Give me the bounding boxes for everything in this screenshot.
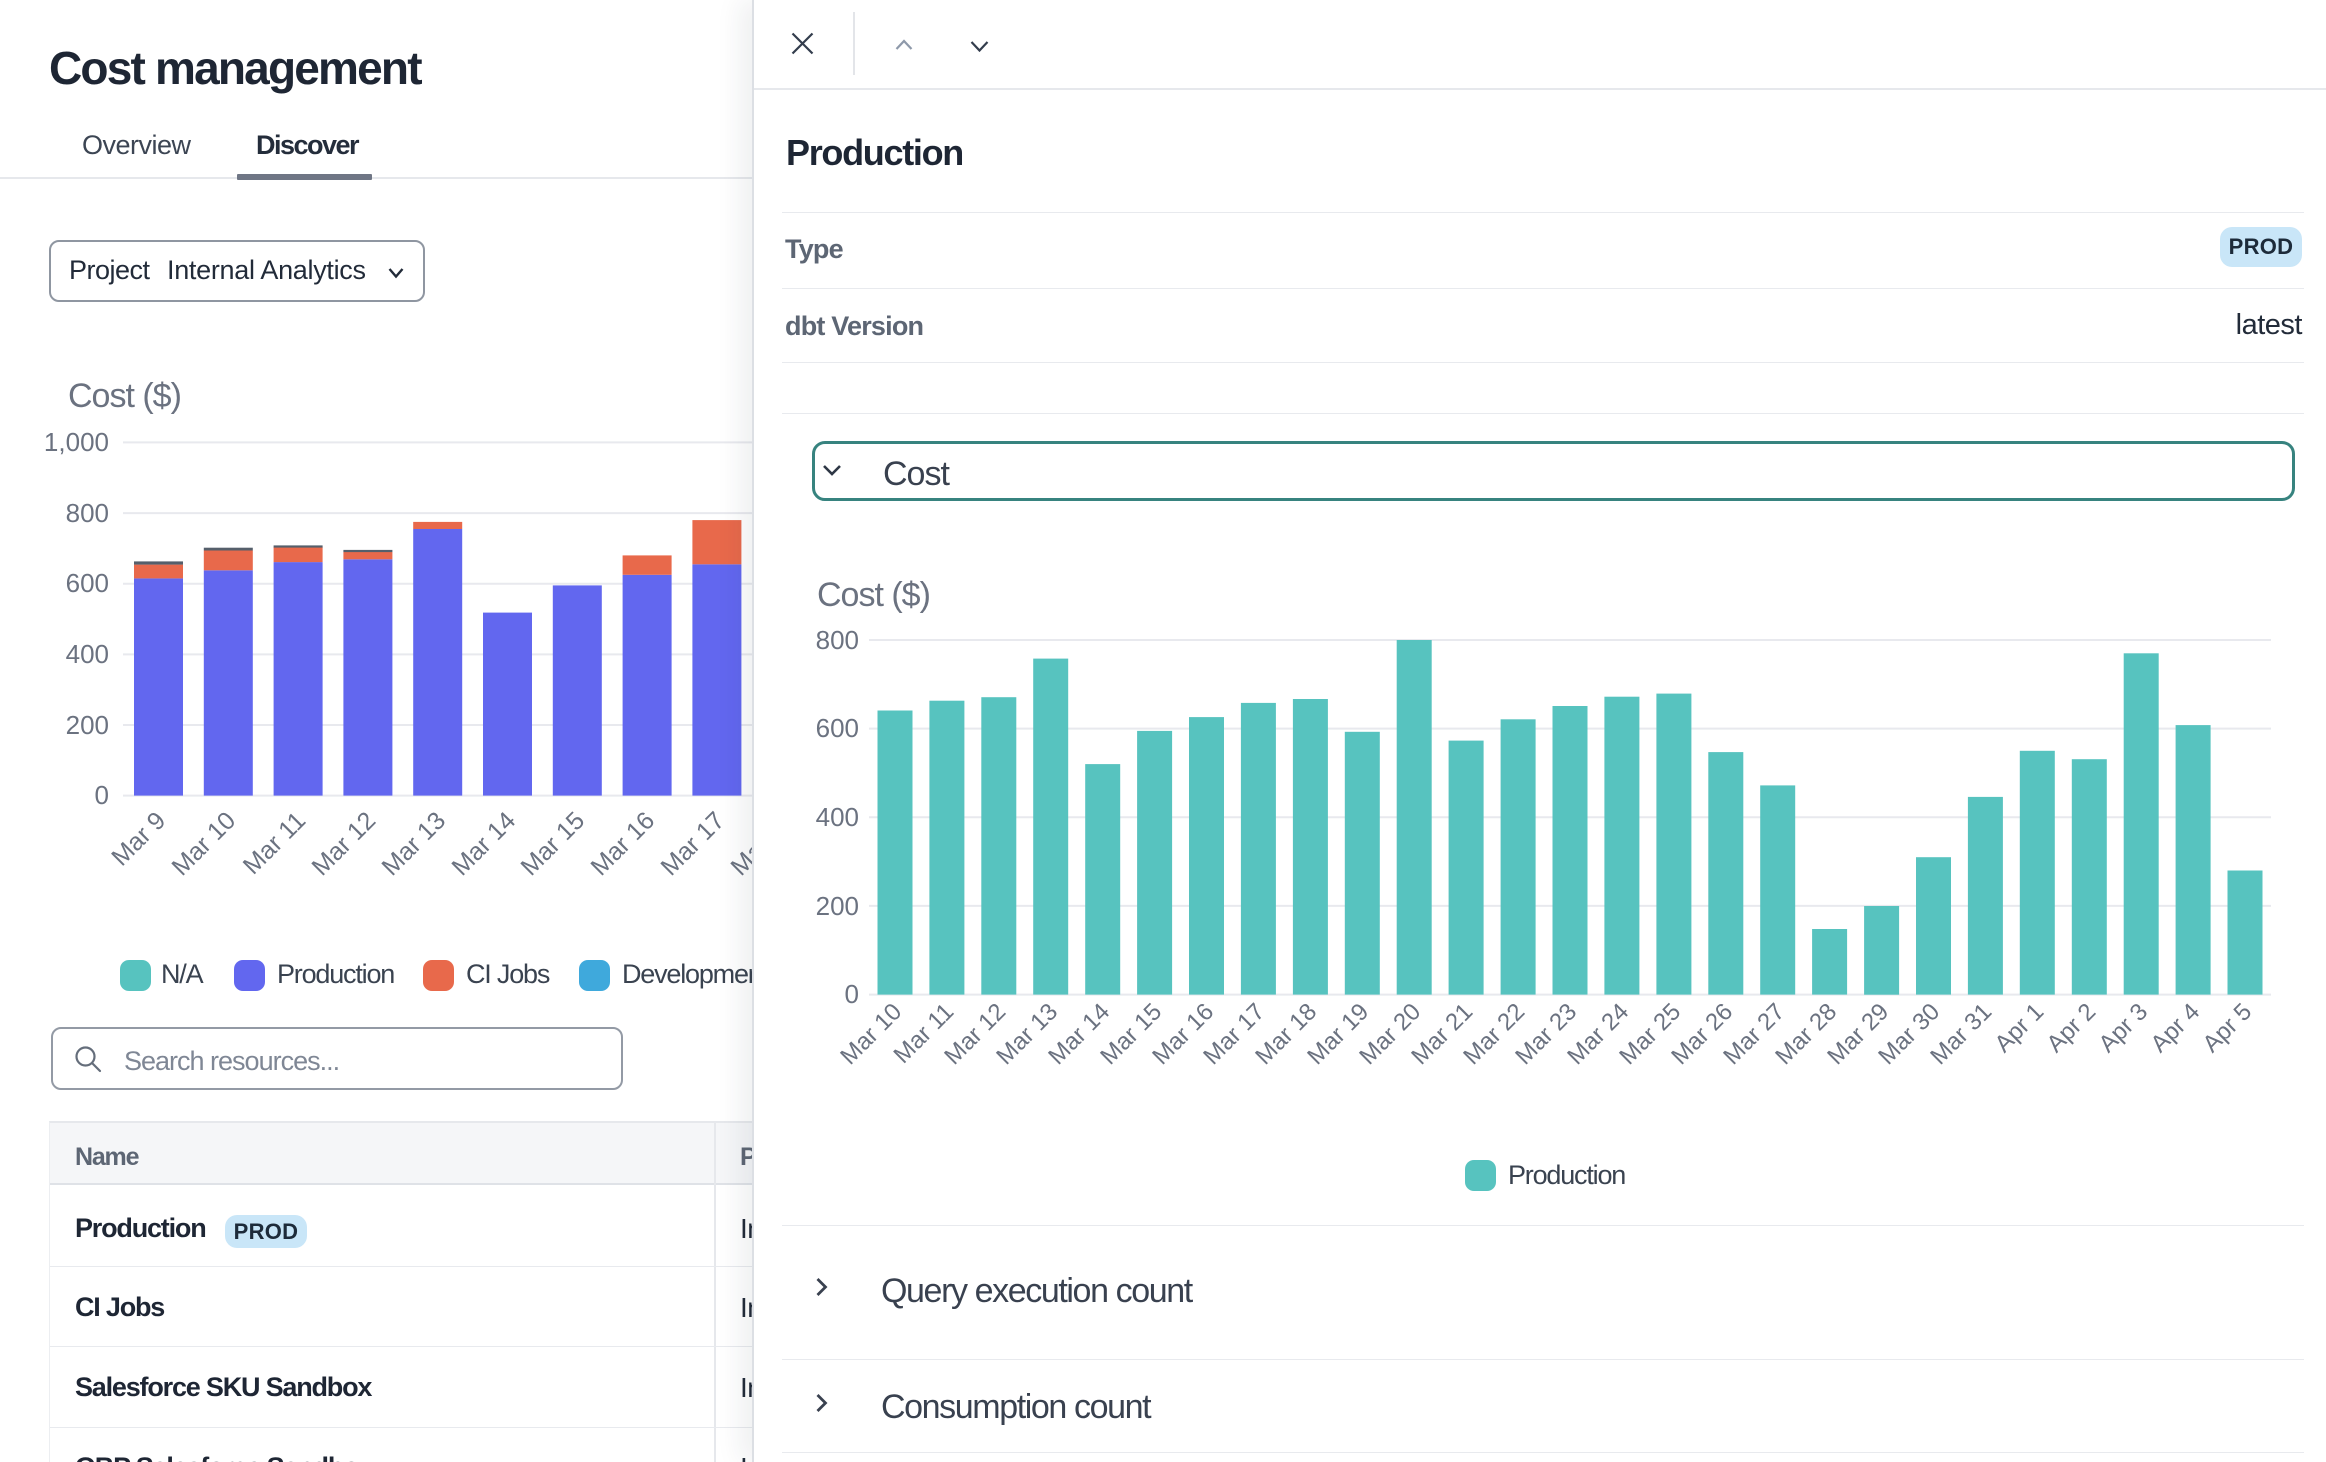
- svg-text:0: 0: [95, 780, 109, 810]
- svg-text:Apr 2: Apr 2: [2042, 998, 2102, 1058]
- svg-text:Mar 11: Mar 11: [238, 806, 312, 880]
- svg-text:1,000: 1,000: [44, 427, 109, 457]
- svg-text:Mar 12: Mar 12: [306, 806, 381, 881]
- svg-text:800: 800: [66, 498, 109, 528]
- svg-text:800: 800: [816, 625, 859, 655]
- svg-text:Apr 5: Apr 5: [2198, 998, 2258, 1058]
- svg-text:400: 400: [816, 802, 859, 832]
- svg-text:0: 0: [845, 979, 859, 1009]
- svg-text:200: 200: [66, 710, 109, 740]
- svg-text:600: 600: [66, 568, 109, 598]
- svg-text:Mar 10: Mar 10: [166, 806, 241, 881]
- svg-text:600: 600: [816, 713, 859, 743]
- svg-text:200: 200: [816, 891, 859, 921]
- svg-text:400: 400: [66, 639, 109, 669]
- svg-text:Mar 13: Mar 13: [376, 806, 451, 881]
- svg-text:Apr 3: Apr 3: [2094, 998, 2154, 1058]
- svg-text:Mar 16: Mar 16: [585, 806, 660, 881]
- svg-text:Mar 9: Mar 9: [106, 806, 171, 871]
- svg-text:Mar 15: Mar 15: [515, 806, 590, 881]
- svg-text:Apr 4: Apr 4: [2146, 998, 2206, 1058]
- svg-text:Apr 1: Apr 1: [1990, 998, 2050, 1058]
- svg-text:Mar 17: Mar 17: [655, 806, 730, 881]
- svg-text:Mar 14: Mar 14: [446, 806, 521, 881]
